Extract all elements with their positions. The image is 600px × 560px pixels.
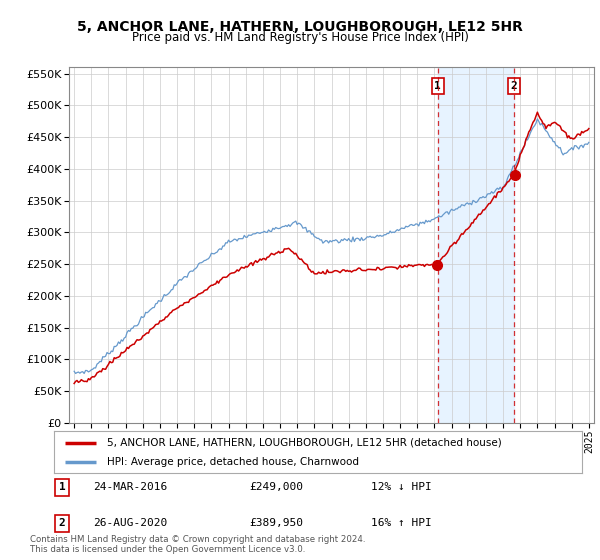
Text: £249,000: £249,000 (250, 482, 304, 492)
Text: 1: 1 (59, 482, 65, 492)
Text: HPI: Average price, detached house, Charnwood: HPI: Average price, detached house, Char… (107, 457, 359, 467)
Text: 5, ANCHOR LANE, HATHERN, LOUGHBOROUGH, LE12 5HR: 5, ANCHOR LANE, HATHERN, LOUGHBOROUGH, L… (77, 20, 523, 34)
Text: Price paid vs. HM Land Registry's House Price Index (HPI): Price paid vs. HM Land Registry's House … (131, 31, 469, 44)
Text: £389,950: £389,950 (250, 519, 304, 529)
Text: Contains HM Land Registry data © Crown copyright and database right 2024.: Contains HM Land Registry data © Crown c… (30, 535, 365, 544)
Text: 12% ↓ HPI: 12% ↓ HPI (371, 482, 431, 492)
Text: This data is licensed under the Open Government Licence v3.0.: This data is licensed under the Open Gov… (30, 545, 305, 554)
Text: 1: 1 (434, 81, 441, 91)
Bar (438, 67, 514, 423)
Text: 24-MAR-2016: 24-MAR-2016 (94, 482, 168, 492)
Text: 5, ANCHOR LANE, HATHERN, LOUGHBOROUGH, LE12 5HR (detached house): 5, ANCHOR LANE, HATHERN, LOUGHBOROUGH, L… (107, 437, 502, 447)
Text: 2: 2 (511, 81, 518, 91)
Text: 16% ↑ HPI: 16% ↑ HPI (371, 519, 431, 529)
Text: 2: 2 (59, 519, 65, 529)
Text: 26-AUG-2020: 26-AUG-2020 (94, 519, 168, 529)
